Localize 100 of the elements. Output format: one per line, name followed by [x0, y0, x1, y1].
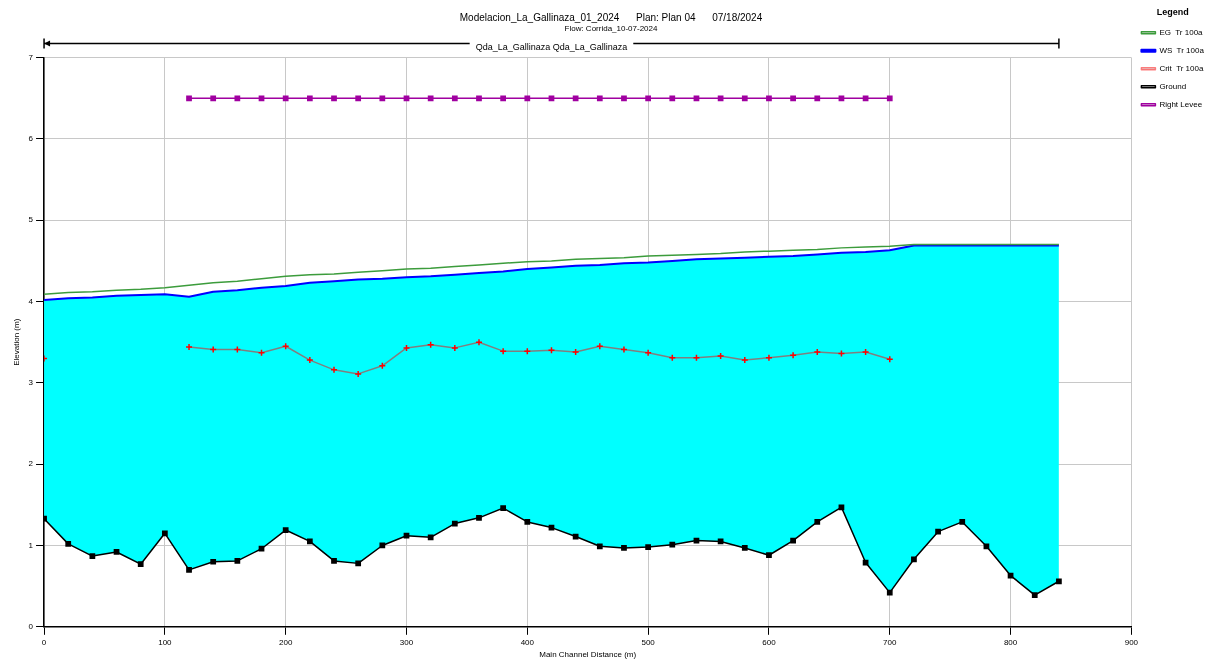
point [499, 347, 507, 355]
y-tick-label: 6 [28, 134, 34, 144]
x-tick-label: 0 [41, 637, 47, 647]
x-tick-label: 800 [1003, 637, 1018, 647]
point [1031, 592, 1038, 598]
point [1056, 578, 1062, 585]
point [669, 541, 676, 548]
point [596, 95, 603, 102]
point [886, 589, 893, 596]
x-axis-title: Main Channel Distance (m) [539, 650, 637, 660]
y-tick-label: 5 [28, 215, 34, 225]
point [65, 540, 72, 547]
point [331, 558, 337, 564]
y-tick-label: 2 [28, 459, 34, 469]
point [355, 95, 362, 102]
x-tick-label: 300 [399, 637, 414, 647]
x-tick-label: 200 [279, 637, 293, 647]
legend-label: Crit Tr 100a [1159, 64, 1204, 73]
point [766, 95, 772, 102]
point [210, 95, 217, 102]
y-tick-label: 0 [28, 622, 34, 631]
point [886, 95, 893, 102]
legend-label: WS Tr 100a [1159, 46, 1205, 55]
point [789, 351, 797, 359]
x-tick-label: 500 [641, 637, 656, 647]
point [185, 343, 193, 351]
point [330, 366, 338, 374]
legend-label: EG Tr 100a [1159, 28, 1204, 37]
point [282, 95, 289, 102]
x-tick-label: 400 [520, 637, 535, 647]
point [790, 95, 796, 102]
point [258, 545, 265, 552]
point [669, 95, 676, 102]
point [403, 532, 410, 539]
point [186, 95, 192, 102]
point [451, 95, 458, 102]
point [935, 528, 941, 535]
point [234, 95, 241, 102]
point [790, 537, 796, 544]
point [645, 95, 651, 102]
chart-title: Modelacion_La_Gallinaza_01_2024 Plan: Plan 04 07/18/2024 [459, 11, 763, 23]
point [524, 95, 531, 102]
x-tick-label: 700 [883, 637, 897, 647]
y-axis-title: Elevation (m) [12, 318, 21, 366]
point [186, 567, 192, 573]
point [959, 519, 966, 525]
point [355, 560, 362, 567]
point [427, 534, 434, 541]
point [572, 533, 579, 540]
y-tick-label: 1 [28, 540, 34, 550]
point [451, 520, 458, 527]
x-tick-label: 600 [762, 637, 777, 647]
point [814, 519, 821, 525]
legend-label: Ground [1159, 82, 1187, 91]
text: Qda_La_Gallinaza Qda_La_Gallinaza [475, 42, 628, 53]
point [331, 95, 337, 102]
y-tick-label: 3 [28, 378, 34, 388]
point [596, 543, 603, 550]
point [983, 543, 990, 550]
point [572, 95, 579, 102]
legend-title: Legend [1156, 6, 1189, 17]
x-tick-label: 900 [1124, 637, 1139, 647]
point [306, 356, 314, 364]
point [693, 95, 700, 102]
point [644, 349, 652, 357]
point [717, 95, 724, 102]
point [645, 544, 651, 550]
y-tick-label: 7 [28, 52, 34, 62]
point [741, 95, 748, 102]
point [89, 553, 96, 559]
point [621, 95, 627, 102]
legend-label: Right Levee [1159, 100, 1203, 109]
point [741, 545, 748, 551]
chart-subtitle: Flow: Corrida_10-07-2024 [564, 24, 659, 33]
point [113, 549, 120, 555]
point [862, 95, 869, 102]
point [258, 95, 265, 102]
point [500, 95, 507, 102]
point [306, 538, 313, 545]
point [306, 95, 313, 102]
point [427, 95, 434, 102]
point [354, 370, 362, 378]
point [379, 95, 386, 102]
point [451, 344, 459, 352]
point [282, 527, 289, 533]
point [137, 561, 144, 568]
point [476, 95, 482, 102]
point [838, 95, 845, 102]
point [234, 558, 241, 564]
point [500, 505, 507, 511]
point [210, 558, 217, 565]
point [838, 504, 845, 511]
point [379, 542, 386, 549]
point [814, 95, 821, 102]
point [476, 514, 482, 521]
point [911, 556, 917, 563]
point [766, 552, 772, 559]
point [475, 338, 483, 346]
y-tick-label: 4 [28, 296, 34, 306]
x-tick-label: 100 [158, 637, 173, 647]
